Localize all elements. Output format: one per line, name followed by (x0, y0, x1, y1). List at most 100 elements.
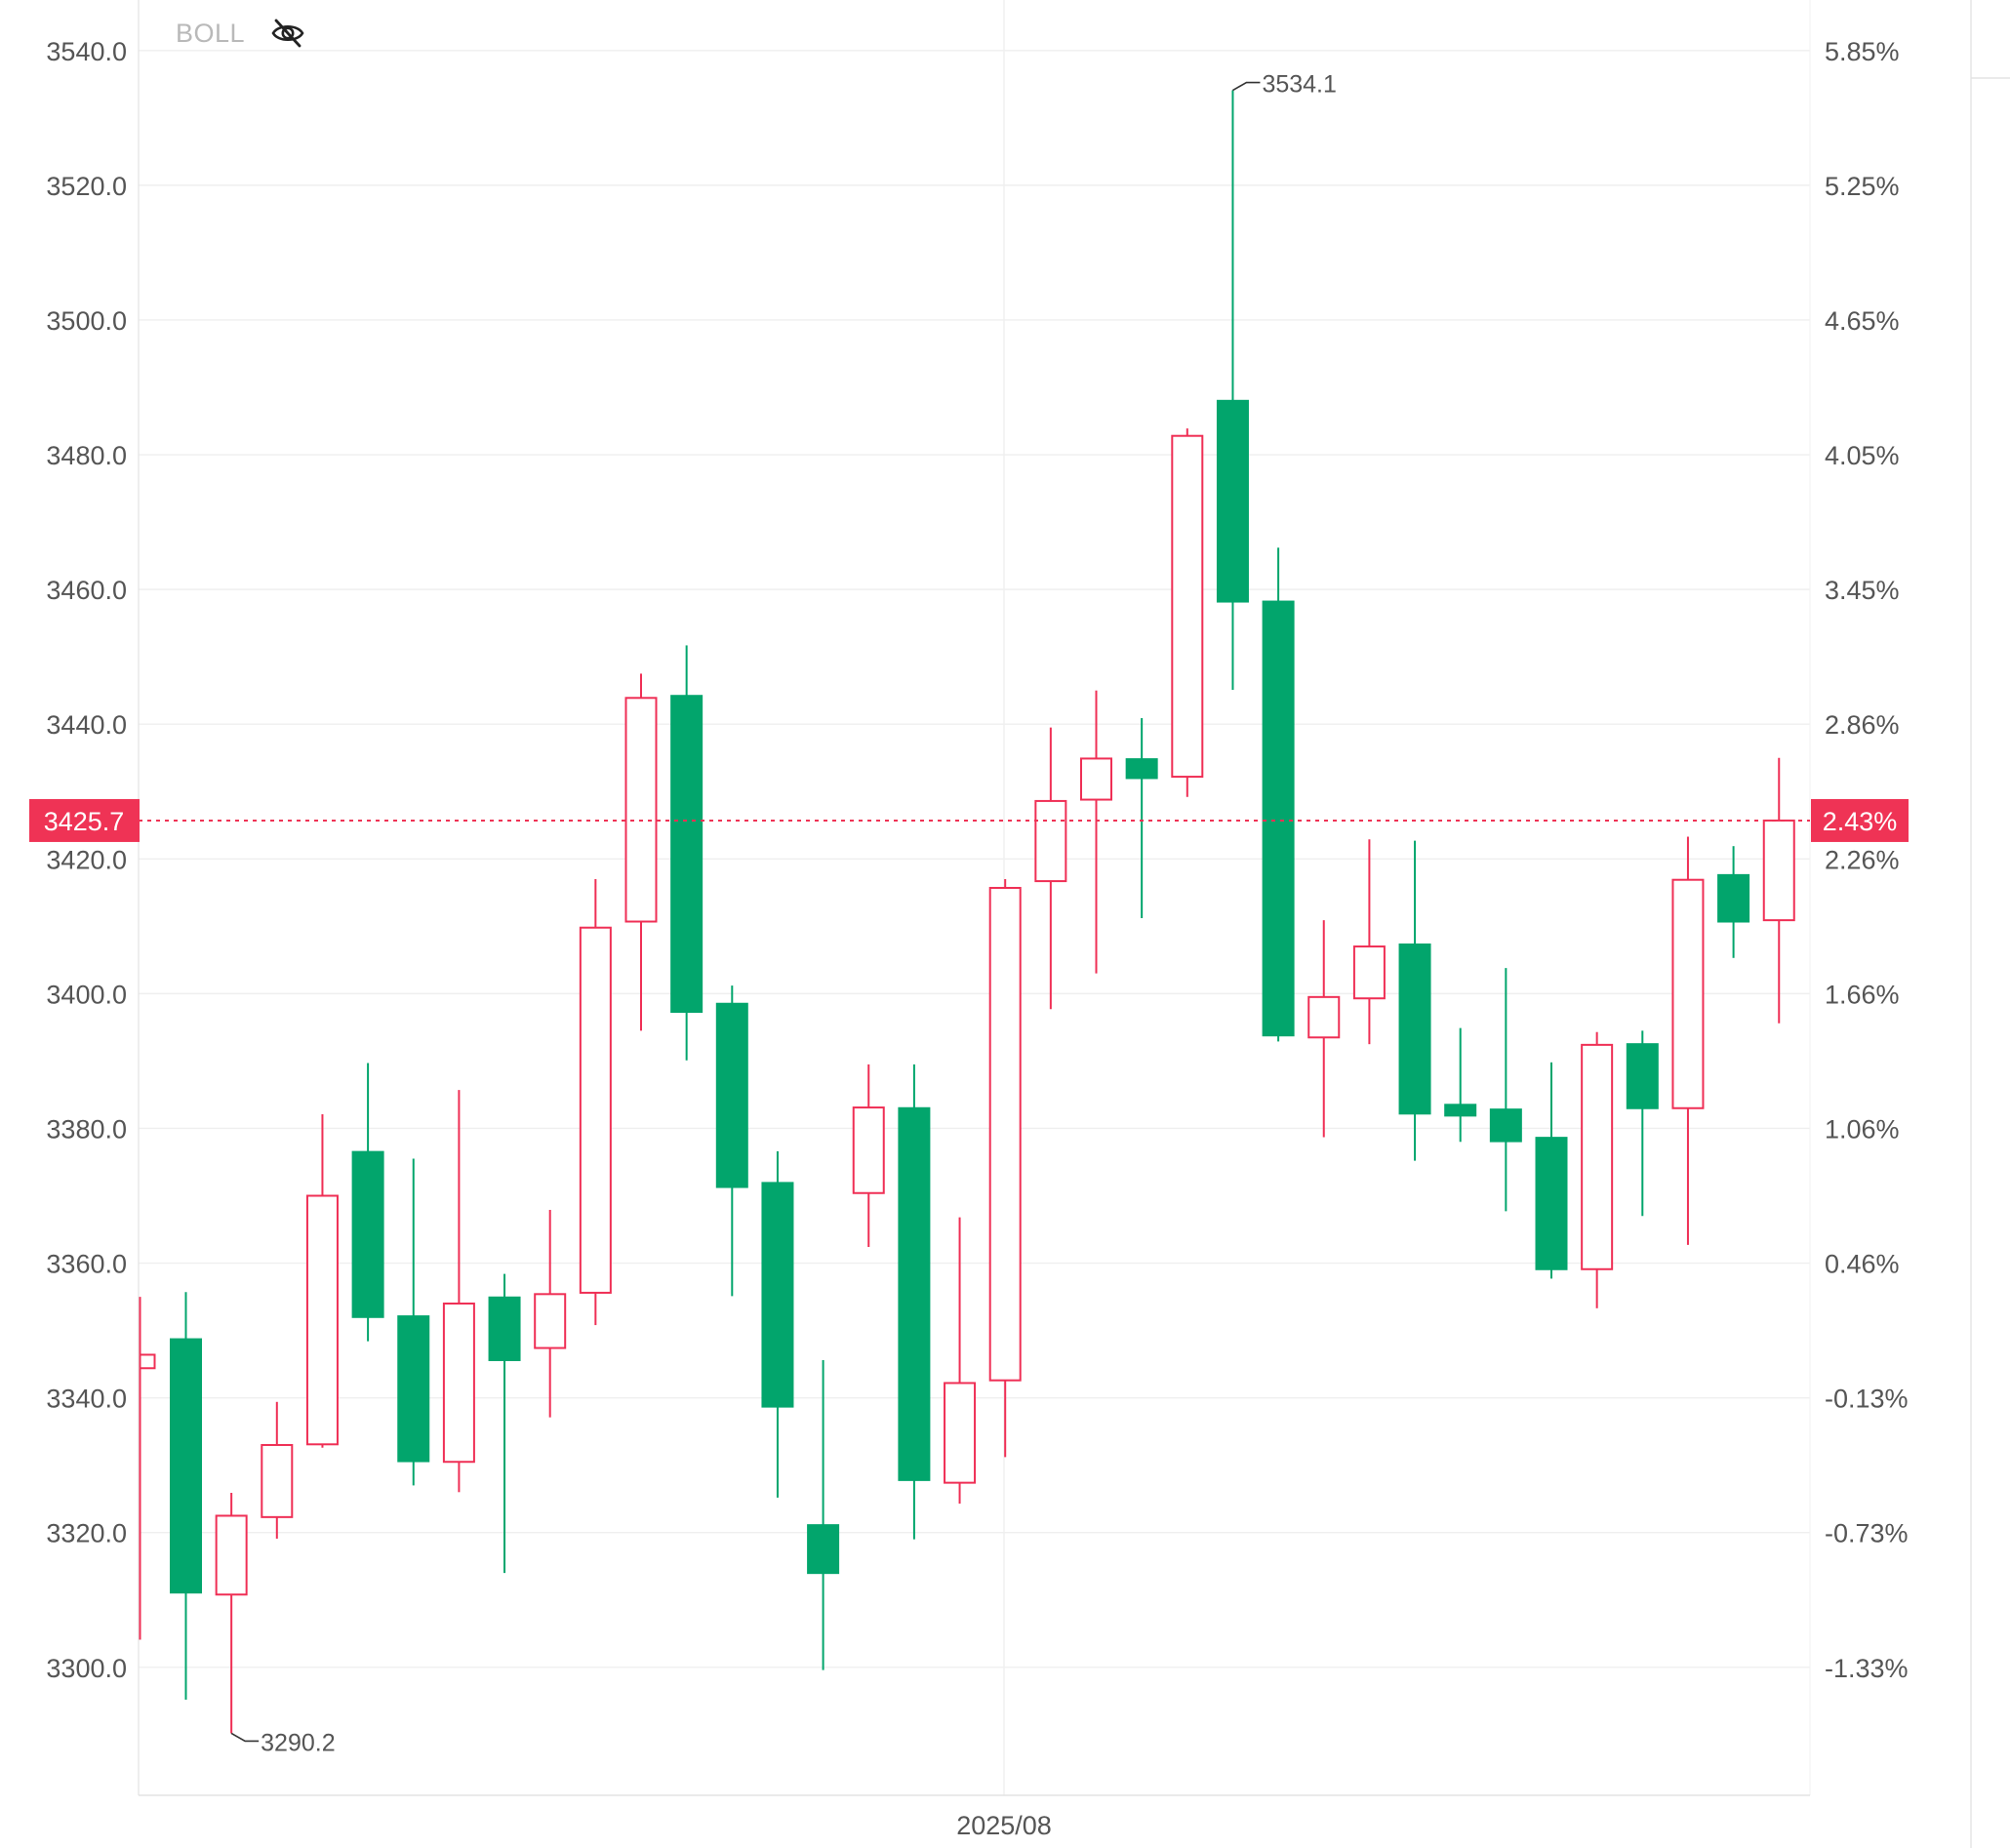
marker-label: 3534.1 (1262, 71, 1336, 99)
candle-partial (139, 1297, 156, 1640)
price-overlays: 3534.1 3290.2 3425.7 2.43% (29, 71, 1909, 1756)
y-tick-label-left: 3440.0 (46, 710, 127, 740)
candle (1444, 1027, 1477, 1143)
candle-body (761, 1182, 794, 1408)
candle-body (215, 1514, 248, 1596)
candle-body (1216, 399, 1249, 603)
candle-body (579, 926, 612, 1294)
y-tick-label-left: 3460.0 (46, 576, 127, 605)
candle (761, 1150, 794, 1498)
eye-slash-icon[interactable] (268, 14, 307, 53)
candle (1080, 690, 1112, 974)
candles (139, 90, 1795, 1734)
y-tick-label-left: 3420.0 (46, 845, 127, 874)
candle-body (488, 1296, 521, 1361)
candle (1581, 1031, 1614, 1308)
candle-body (1398, 943, 1431, 1115)
candle-body (1671, 878, 1705, 1109)
y-tick-label-right: -0.13% (1825, 1385, 1909, 1414)
candle-body (670, 695, 704, 1014)
candle-body (442, 1302, 475, 1464)
y-tick-label-right: 3.45% (1825, 576, 1900, 605)
candle-body (1307, 995, 1341, 1039)
candle (852, 1064, 885, 1247)
candle (1626, 1030, 1659, 1217)
candle (1125, 718, 1158, 919)
candle-body (944, 1382, 977, 1484)
indicator-legend: BOLL (176, 14, 307, 53)
candle-body (1489, 1108, 1522, 1143)
indicator-label-boll[interactable]: BOLL (176, 18, 246, 48)
current-price-badge-right: 2.43% (1811, 798, 1909, 842)
y-tick-label-right: 2.86% (1825, 710, 1900, 740)
candle-body (898, 1106, 931, 1481)
candle-body (534, 1293, 567, 1349)
current-price-label: 3425.7 (44, 807, 125, 836)
y-tick-label-left: 3400.0 (46, 980, 127, 1009)
candle (670, 645, 704, 1061)
candle-body (305, 1194, 339, 1446)
y-tick-label-left: 3380.0 (46, 1114, 127, 1144)
candle-body (1262, 600, 1295, 1037)
y-tick-label-left: 3520.0 (46, 172, 127, 201)
y-tick-label-right: 0.46% (1825, 1250, 1900, 1279)
candle (579, 879, 612, 1326)
marker-label: 3290.2 (261, 1729, 335, 1756)
badge-bg (1811, 798, 1909, 842)
candle (1262, 547, 1295, 1042)
candle (1762, 757, 1795, 1024)
axes: 3300.0 3320.0 3340.0 3360.0 3380.0 3400.0 3420… (46, 37, 1908, 1840)
candle (1034, 727, 1067, 1010)
y-tick-label-left: 3360.0 (46, 1250, 127, 1279)
candle-body (852, 1106, 885, 1194)
candle-body (1171, 434, 1204, 779)
candle-body (624, 697, 658, 923)
candle-body (1125, 758, 1158, 780)
y-tick-label-right: -0.73% (1825, 1519, 1909, 1548)
candle (1671, 836, 1705, 1245)
candle (1307, 920, 1341, 1138)
candle (807, 1359, 840, 1670)
candle-body (1762, 819, 1795, 922)
candle (351, 1063, 384, 1342)
candle-body (1581, 1043, 1614, 1270)
candle (898, 1064, 931, 1540)
candle (624, 673, 658, 1031)
low-marker: 3290.2 (230, 1729, 336, 1756)
candle (1216, 90, 1249, 691)
candle (488, 1273, 521, 1574)
candle (397, 1158, 430, 1486)
y-tick-label-left: 3500.0 (46, 306, 127, 336)
candle (1171, 428, 1204, 797)
y-tick-label-right: 2.26% (1825, 845, 1900, 874)
y-tick-label-right: -1.33% (1825, 1654, 1909, 1683)
y-tick-label-left: 3480.0 (46, 441, 127, 470)
candle-body (351, 1150, 384, 1318)
y-tick-label-right: 5.85% (1825, 37, 1900, 66)
candle-body (1717, 873, 1750, 923)
candle-body (1034, 799, 1067, 883)
y-tick-label-left: 3340.0 (46, 1385, 127, 1414)
candle-body (1352, 945, 1386, 1000)
candle (305, 1113, 339, 1448)
candle (1398, 840, 1431, 1161)
current-price-badge-left: 3425.7 (29, 798, 140, 842)
candle-body (1080, 757, 1112, 801)
badge-bg (29, 798, 140, 842)
high-marker: 3534.1 (1232, 71, 1337, 99)
candle (1489, 968, 1522, 1212)
candle (534, 1210, 567, 1418)
candle (215, 1492, 248, 1734)
candle-body (1626, 1043, 1659, 1109)
candle-body (170, 1338, 202, 1594)
candle (715, 985, 748, 1297)
y-tick-label-left: 3540.0 (46, 37, 127, 66)
marker-leader-line (230, 1732, 260, 1743)
y-tick-label-right: 5.25% (1825, 172, 1900, 201)
candle (1717, 846, 1750, 958)
candle-body (261, 1443, 294, 1518)
y-tick-label-right: 1.06% (1825, 1114, 1900, 1144)
marker-leader-line (1232, 81, 1261, 92)
